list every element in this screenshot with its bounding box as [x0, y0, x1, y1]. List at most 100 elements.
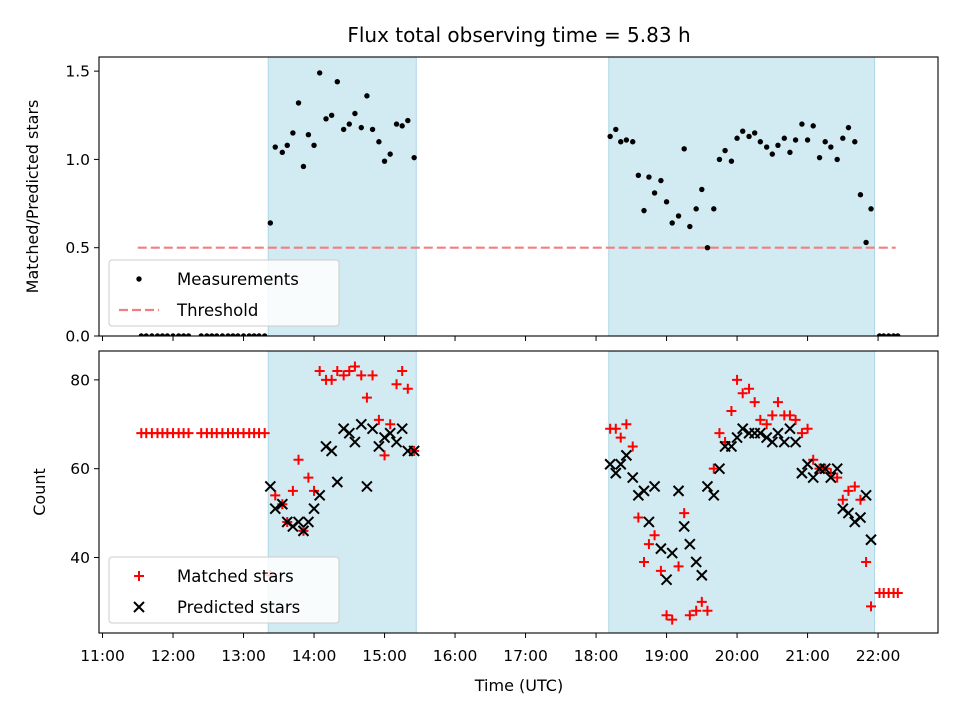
matched-stars-point [802, 423, 813, 434]
measurement-point [734, 135, 740, 141]
y-tick-label: 0.0 [65, 328, 90, 346]
predicted-stars-point [620, 449, 633, 462]
measurement-point [711, 206, 717, 212]
matched-stars-point [761, 419, 772, 430]
predicted-stars-point [736, 423, 749, 435]
matched-stars-point [349, 361, 360, 372]
measurement-point [728, 158, 735, 164]
matched-stars-point [843, 485, 854, 496]
measurement-point [399, 123, 405, 129]
measurement-point [411, 154, 417, 161]
measurement-point [311, 142, 317, 148]
predicted-stars-point [655, 542, 667, 555]
measurement-point [369, 126, 376, 133]
measurement-point [895, 333, 901, 336]
measurement-point [828, 144, 834, 150]
measurement-point [279, 149, 286, 156]
matched-stars-point [790, 414, 801, 425]
measurement-point [219, 333, 226, 336]
measurement-point [699, 186, 705, 193]
matched-stars-point [866, 601, 877, 612]
predicted-stars-point [384, 427, 396, 439]
predicted-stars-point [796, 467, 808, 479]
measurement-point [810, 123, 816, 129]
x-tick-label: 17:00 [503, 647, 548, 665]
matched-stars-point [861, 556, 872, 567]
measurement-point [740, 128, 746, 134]
matched-stars-point [673, 561, 684, 572]
predicted-stars-point [842, 507, 855, 519]
measurement-point [822, 139, 828, 145]
matched-stars-point [303, 472, 314, 483]
measurement-point [209, 333, 215, 336]
predicted-stars-point [308, 502, 320, 515]
predicted-stars-point [819, 462, 831, 475]
measurement-point [618, 139, 624, 145]
measurement-point [623, 137, 630, 143]
predicted-stars-point [731, 431, 743, 444]
matched-stars-point [379, 450, 390, 461]
measurement-point [635, 172, 642, 179]
measurement-point [876, 333, 883, 336]
matched-stars-point [361, 392, 372, 403]
measurement-point [704, 245, 711, 251]
matched-stars-point [679, 508, 690, 519]
x-tick-label: 11:00 [80, 647, 125, 665]
measurement-point [340, 126, 347, 133]
measurement-point [143, 333, 149, 336]
matched-stars-point [332, 365, 343, 376]
predicted-stars-point [292, 516, 305, 528]
legend-box [108, 556, 340, 624]
measurement-point [651, 190, 658, 196]
measurement-point [256, 333, 262, 336]
matched-stars-point [356, 370, 367, 381]
predicted-stars-point [801, 458, 814, 470]
matched-stars-point [661, 610, 672, 621]
predicted-stars-point [396, 423, 408, 435]
matched-stars-point [744, 383, 755, 394]
x-tick-label: 14:00 [292, 647, 337, 665]
x-tick-label: 13:00 [221, 647, 266, 665]
chart-title: Flux total observing time = 5.83 h [347, 23, 690, 47]
predicted-stars-point [638, 485, 650, 497]
measurement-point [716, 156, 723, 163]
measurement-point [328, 112, 335, 118]
predicted-stars-point [754, 427, 767, 439]
matched-stars-point [849, 481, 860, 492]
matched-stars-point [183, 428, 194, 439]
matched-stars-point [338, 370, 349, 381]
matched-stars-point [615, 432, 626, 443]
predicted-stars-point [390, 436, 403, 448]
matched-stars-point [726, 405, 737, 416]
matched-stars-point [391, 379, 402, 390]
matched-stars-point [610, 423, 621, 434]
matched-stars-point [402, 383, 413, 394]
x-tick-label: 18:00 [574, 647, 619, 665]
measurement-point [775, 142, 781, 148]
predicted-stars-point [725, 440, 738, 453]
predicted-stars-point [789, 436, 802, 448]
measurement-point [376, 139, 382, 145]
matched-stars-point [796, 428, 807, 439]
predicted-stars-point [264, 480, 277, 493]
matched-stars-point [767, 410, 778, 421]
y-tick-label: 1.5 [65, 63, 90, 81]
predicted-stars-point [708, 489, 720, 502]
x-tick-label: 12:00 [151, 647, 196, 665]
matched-stars-point [708, 463, 719, 474]
legend-label: Predicted stars [177, 598, 300, 617]
legend-dot-marker [136, 276, 142, 282]
y-tick-label: 40 [70, 549, 90, 567]
matched-stars-point [696, 596, 707, 607]
measurement-point [246, 333, 252, 336]
matched-stars-point [627, 441, 638, 452]
x-tick-label: 22:00 [856, 647, 901, 665]
matched-stars-point [892, 588, 903, 599]
predicted-stars-point [696, 569, 708, 581]
matched-stars-point [649, 530, 660, 541]
measurement-point [393, 121, 400, 127]
predicted-stars-point [854, 511, 867, 524]
measurement-point [323, 116, 329, 122]
matched-stars-point [309, 485, 320, 496]
measurement-point [272, 144, 278, 150]
